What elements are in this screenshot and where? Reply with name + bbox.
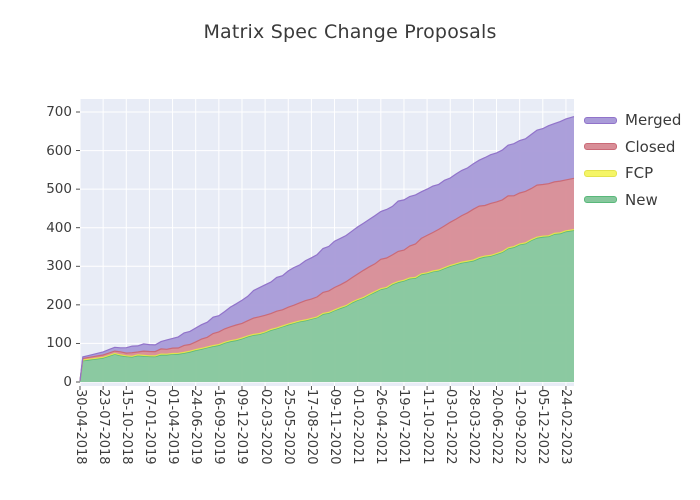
- x-tick-label: 01-04-2019: [165, 389, 181, 465]
- area-closed: [80, 178, 574, 381]
- x-tick-label: 11-10-2021: [419, 389, 435, 465]
- x-tick-label: 19-07-2021: [396, 389, 412, 465]
- legend-item-merged: Merged: [584, 107, 681, 134]
- legend-label-closed: Closed: [625, 137, 676, 156]
- legend-label-merged: Merged: [625, 111, 682, 130]
- x-tick-label: 24-02-2023: [558, 389, 574, 465]
- x-tick-label: 03-01-2022: [442, 389, 458, 465]
- edge-merged: [79, 116, 575, 381]
- x-tick-label: 17-08-2020: [303, 389, 319, 465]
- x-tick-label: 25-05-2020: [280, 389, 296, 465]
- legend-item-new: New: [584, 187, 681, 214]
- x-tick-label: 20-06-2022: [489, 389, 505, 465]
- x-tick-label: 23-07-2018: [95, 389, 111, 465]
- y-tick-label: 600: [46, 142, 72, 159]
- x-tick-label: 16-09-2019: [211, 389, 227, 465]
- x-tick-label: 01-02-2021: [350, 389, 366, 465]
- edge-fcp: [79, 229, 575, 381]
- merged-swatch-icon: [584, 116, 617, 124]
- y-tick-label: 0: [63, 374, 72, 390]
- fcp-swatch-icon: [584, 169, 617, 177]
- y-tick-label: 200: [46, 296, 72, 313]
- y-tick-label: 100: [46, 335, 72, 352]
- edge-new: [79, 229, 575, 382]
- legend: Merged Closed FCP New: [584, 107, 681, 213]
- y-tick-label: 500: [46, 181, 72, 198]
- x-tick-label: 09-12-2019: [234, 389, 250, 465]
- area-merged: [80, 116, 574, 381]
- x-tick-label: 24-06-2019: [188, 389, 204, 465]
- y-tick-label: 700: [46, 104, 72, 120]
- closed-swatch-icon: [584, 143, 617, 151]
- x-tick-label: 02-03-2020: [257, 389, 273, 465]
- legend-item-fcp: FCP: [584, 160, 681, 187]
- chart-title: Matrix Spec Change Proposals: [203, 21, 497, 43]
- y-tick-label: 300: [46, 258, 72, 275]
- y-tick-label: 400: [46, 219, 72, 236]
- x-tick-label: 15-10-2018: [118, 389, 134, 465]
- legend-label-fcp: FCP: [625, 164, 654, 183]
- x-tick-label: 30-04-2018: [72, 389, 88, 465]
- area-new: [80, 230, 574, 382]
- x-tick-label: 09-11-2020: [327, 389, 343, 465]
- x-tick-label: 07-01-2019: [141, 389, 157, 465]
- legend-item-closed: Closed: [584, 134, 681, 161]
- x-tick-label: 26-04-2021: [373, 389, 389, 465]
- x-tick-label: 05-12-2022: [535, 389, 551, 465]
- new-swatch-icon: [584, 196, 617, 204]
- x-tick-label: 12-09-2022: [512, 389, 528, 465]
- x-tick-label: 28-03-2022: [465, 389, 481, 465]
- edge-closed: [79, 177, 575, 381]
- legend-label-new: New: [625, 190, 658, 209]
